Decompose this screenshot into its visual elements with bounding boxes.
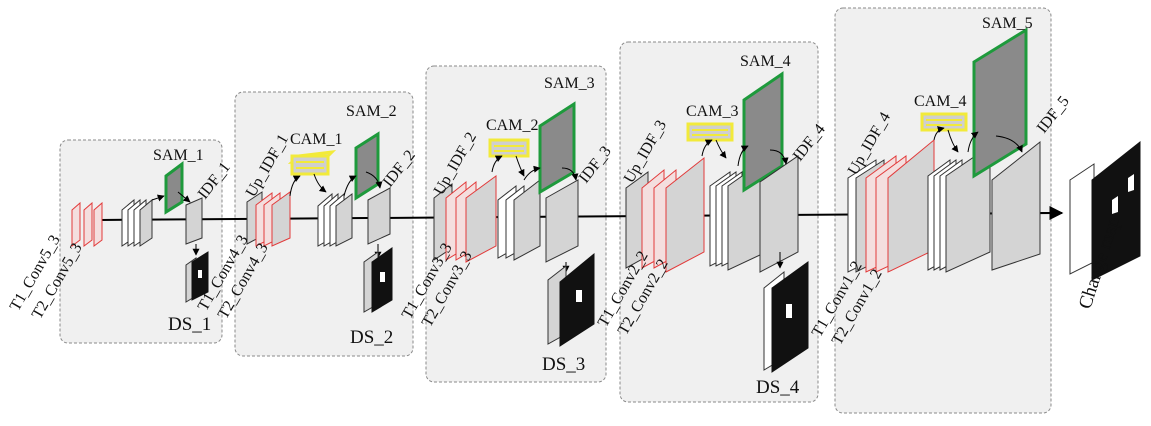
cam-2-label: CAM_2 — [486, 117, 538, 134]
ds-2-map — [363, 247, 393, 313]
cam-3-block — [686, 122, 734, 142]
sam-1-block — [164, 161, 184, 215]
cam-1-label: CAM_1 — [290, 131, 342, 148]
cam-4-block — [920, 112, 968, 132]
input-features-stage-4 — [641, 156, 705, 273]
input-features-stage-1 — [71, 201, 103, 247]
cam-1-block — [287, 150, 337, 176]
idf-1-block — [185, 197, 203, 245]
ds-1-map — [185, 251, 209, 303]
idf-5-block — [991, 140, 1041, 271]
ds-4-label: DS_4 — [756, 377, 800, 398]
sam-3-label: SAM_3 — [544, 75, 595, 92]
sam-2-label: SAM_2 — [346, 103, 397, 120]
change-map-output: Change map — [1069, 140, 1141, 312]
ds-4-map — [763, 261, 809, 373]
ds-1-label: DS_1 — [168, 314, 211, 335]
sam-1-label: SAM_1 — [153, 147, 204, 164]
concat-block-stage-1 — [121, 198, 153, 247]
concat-block-stage-4 — [709, 161, 763, 271]
input-features-stage-3 — [445, 175, 497, 263]
input-features-stage-2 — [255, 191, 291, 247]
idf-2-block — [367, 187, 391, 245]
cam-3-label: CAM_3 — [686, 103, 738, 120]
ds-3-map — [547, 252, 595, 347]
sam-4-label: SAM_4 — [740, 53, 791, 70]
ds-3-label: DS_3 — [542, 354, 585, 375]
sam-4-block — [742, 71, 784, 193]
concat-block-stage-3 — [497, 178, 541, 261]
concat-block-stage-5 — [927, 145, 991, 273]
idf-3-block — [545, 179, 579, 263]
cam-2-block — [488, 138, 530, 158]
input-features-stage-5 — [865, 138, 935, 273]
sam-5-label: SAM_5 — [982, 15, 1033, 32]
ds-2-label: DS_2 — [350, 327, 393, 348]
cam-4-label: CAM_4 — [914, 93, 966, 110]
concat-block-stage-2 — [317, 192, 353, 247]
